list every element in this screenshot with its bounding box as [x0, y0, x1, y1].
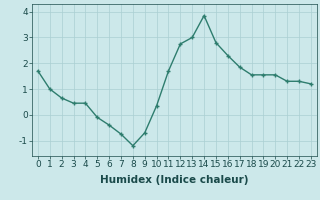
X-axis label: Humidex (Indice chaleur): Humidex (Indice chaleur) [100, 175, 249, 185]
